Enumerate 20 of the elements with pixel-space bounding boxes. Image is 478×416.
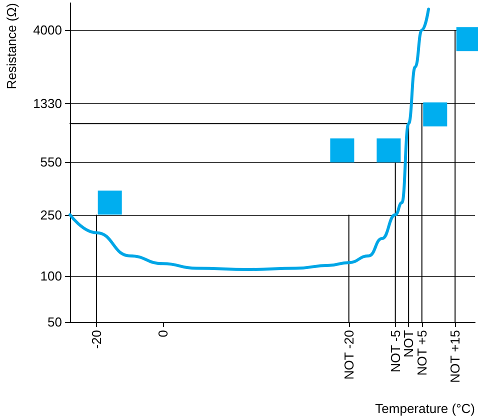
- line-series: [68, 8, 430, 271]
- x-tick-label: NOT: [401, 330, 416, 358]
- x-tick-label: NOT +15: [448, 330, 463, 383]
- point: [423, 102, 448, 126]
- y-tick-label: 100: [40, 268, 62, 284]
- point: [330, 138, 354, 162]
- point: [98, 190, 122, 215]
- x-tick-label: 0: [155, 330, 170, 338]
- point: [376, 138, 401, 162]
- y-tick-label: 4000: [33, 22, 62, 38]
- y-axis-title: Resistance (Ω): [4, 3, 19, 90]
- y-tick-label: 50: [48, 314, 62, 330]
- x-tick-label: NOT +5: [414, 330, 430, 376]
- x-axis-title: Temperature (°C): [375, 401, 475, 416]
- y-tick-label: 550: [40, 154, 62, 170]
- y-tick-label: 1330: [33, 96, 62, 111]
- x-tick-label: NOT -20: [341, 330, 356, 380]
- y-tick-label: 250: [40, 207, 62, 222]
- x-tick-label: NOT -5: [388, 330, 403, 372]
- x-tick-label: -20: [89, 330, 104, 349]
